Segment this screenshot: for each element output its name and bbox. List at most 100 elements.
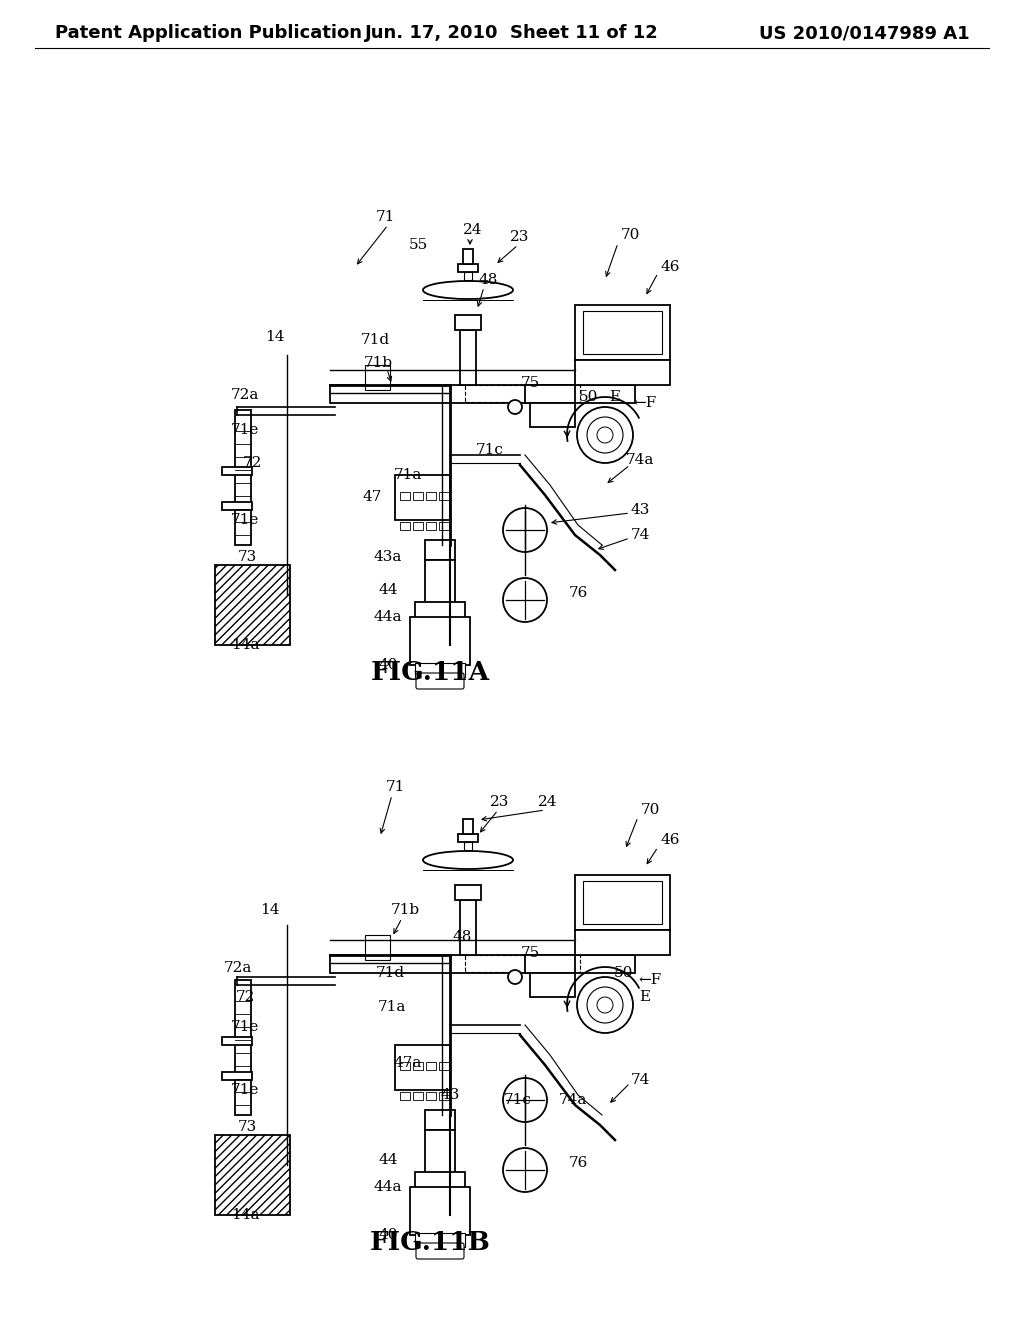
Text: 44: 44 xyxy=(378,583,397,597)
Bar xyxy=(525,954,575,973)
Text: 50: 50 xyxy=(613,966,633,979)
Text: 71a: 71a xyxy=(378,1001,407,1014)
Text: 44a: 44a xyxy=(374,610,402,624)
Text: 70: 70 xyxy=(640,803,659,817)
Text: 73: 73 xyxy=(238,1119,257,1134)
Bar xyxy=(415,1172,465,1191)
Text: 40: 40 xyxy=(378,657,397,672)
Text: 72a: 72a xyxy=(224,961,252,975)
Bar xyxy=(530,403,575,426)
Bar xyxy=(465,954,580,972)
Bar xyxy=(365,366,390,389)
Circle shape xyxy=(597,997,613,1012)
Text: 71d: 71d xyxy=(376,966,404,979)
Text: 55: 55 xyxy=(409,238,428,252)
Circle shape xyxy=(503,578,547,622)
Text: 47: 47 xyxy=(362,490,382,504)
Bar xyxy=(413,492,423,500)
Bar xyxy=(234,411,251,545)
Bar xyxy=(455,884,481,900)
Text: 72: 72 xyxy=(243,455,262,470)
Circle shape xyxy=(577,977,633,1034)
Text: 14a: 14a xyxy=(230,638,259,652)
Text: 74: 74 xyxy=(631,528,649,543)
Text: 24: 24 xyxy=(463,223,482,238)
Bar xyxy=(530,973,575,997)
Bar xyxy=(222,1038,252,1045)
Bar xyxy=(330,954,635,973)
Text: 72: 72 xyxy=(236,990,255,1005)
Text: 70: 70 xyxy=(621,228,640,242)
Bar xyxy=(215,1135,290,1214)
Circle shape xyxy=(503,1148,547,1192)
Circle shape xyxy=(508,400,522,414)
Text: 71e: 71e xyxy=(230,1082,259,1097)
Bar xyxy=(455,315,481,330)
Text: 14: 14 xyxy=(260,903,280,917)
Text: 48: 48 xyxy=(478,273,498,286)
Bar xyxy=(426,1063,436,1071)
Bar xyxy=(330,385,635,403)
Text: ←F: ←F xyxy=(634,396,656,411)
Bar xyxy=(400,492,410,500)
Bar xyxy=(458,264,478,272)
Text: 44: 44 xyxy=(378,1152,397,1167)
Bar xyxy=(525,385,575,403)
Text: 50: 50 xyxy=(579,389,598,404)
Bar xyxy=(400,521,410,531)
Bar xyxy=(464,842,472,850)
Circle shape xyxy=(508,970,522,983)
Text: FIG.11B: FIG.11B xyxy=(370,1229,490,1254)
Text: 74: 74 xyxy=(631,1073,649,1086)
Text: 75: 75 xyxy=(520,376,540,389)
Text: 46: 46 xyxy=(660,260,680,275)
Text: 14a: 14a xyxy=(230,1208,259,1222)
Text: 71e: 71e xyxy=(230,1020,259,1034)
Text: 74a: 74a xyxy=(626,453,654,467)
Text: 71: 71 xyxy=(376,210,394,224)
Bar xyxy=(426,492,436,500)
Bar xyxy=(425,540,455,560)
Bar xyxy=(425,560,455,605)
Bar xyxy=(575,360,670,385)
Bar xyxy=(415,663,465,677)
Bar xyxy=(413,1092,423,1100)
Text: 73: 73 xyxy=(238,550,257,564)
Text: 43: 43 xyxy=(631,503,649,517)
Bar xyxy=(395,475,450,520)
Ellipse shape xyxy=(423,851,513,869)
Circle shape xyxy=(587,987,623,1023)
Text: 23: 23 xyxy=(510,230,529,244)
Text: 71e: 71e xyxy=(230,513,259,527)
Text: 40: 40 xyxy=(378,1228,397,1242)
Circle shape xyxy=(587,417,623,453)
Bar xyxy=(583,312,662,354)
Circle shape xyxy=(503,1078,547,1122)
Bar xyxy=(439,521,449,531)
Bar xyxy=(439,1063,449,1071)
Circle shape xyxy=(503,508,547,552)
Text: ←F: ←F xyxy=(638,973,662,987)
Text: Jun. 17, 2010  Sheet 11 of 12: Jun. 17, 2010 Sheet 11 of 12 xyxy=(366,24,658,42)
Bar xyxy=(575,305,670,360)
Bar xyxy=(410,616,470,665)
FancyBboxPatch shape xyxy=(416,1243,464,1259)
Bar xyxy=(413,1063,423,1071)
Bar xyxy=(395,1045,450,1090)
Bar xyxy=(465,385,580,403)
Bar xyxy=(575,875,670,931)
Text: 71c: 71c xyxy=(476,444,504,457)
Text: 43a: 43a xyxy=(374,550,402,564)
Text: 76: 76 xyxy=(568,1156,588,1170)
Text: 23: 23 xyxy=(490,795,510,809)
Bar xyxy=(400,1092,410,1100)
Bar xyxy=(415,602,465,620)
Text: 43: 43 xyxy=(440,1088,460,1102)
Text: FIG.11A: FIG.11A xyxy=(371,660,489,685)
Bar xyxy=(215,565,290,645)
Text: 74a: 74a xyxy=(559,1093,587,1107)
Bar xyxy=(583,880,662,924)
Text: 71d: 71d xyxy=(360,333,389,347)
Text: US 2010/0147989 A1: US 2010/0147989 A1 xyxy=(760,24,970,42)
Bar xyxy=(460,330,476,385)
